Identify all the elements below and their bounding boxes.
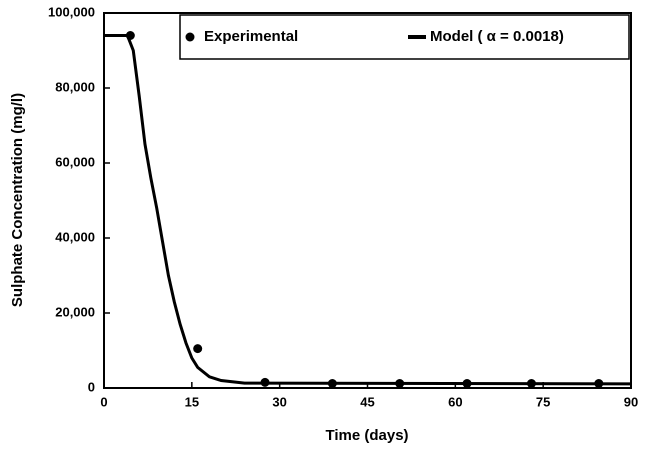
y-tick-label: 60,000 bbox=[55, 154, 95, 169]
x-tick-label: 15 bbox=[185, 394, 199, 409]
x-tick-label: 0 bbox=[100, 394, 107, 409]
legend-box bbox=[179, 14, 630, 60]
x-axis-title: Time (days) bbox=[325, 427, 408, 444]
x-tick-label: 75 bbox=[536, 394, 550, 409]
legend-label: Model ( α = 0.0018) bbox=[430, 28, 564, 45]
x-tick-label: 90 bbox=[624, 394, 638, 409]
y-axis-title: Sulphate Concentration (mg/l) bbox=[9, 93, 26, 307]
legend-marker bbox=[185, 32, 195, 42]
x-tick-label: 45 bbox=[360, 394, 374, 409]
y-tick-label: 100,000 bbox=[48, 4, 95, 19]
model-line bbox=[104, 34, 632, 386]
data-point bbox=[193, 344, 203, 354]
y-tick-label: 20,000 bbox=[55, 304, 95, 319]
x-tick-label: 60 bbox=[448, 394, 462, 409]
y-tick-label: 0 bbox=[88, 379, 95, 394]
y-tick-label: 40,000 bbox=[55, 229, 95, 244]
x-tick-label: 30 bbox=[272, 394, 286, 409]
y-tick-label: 80,000 bbox=[55, 79, 95, 94]
legend-label: Experimental bbox=[204, 28, 298, 45]
